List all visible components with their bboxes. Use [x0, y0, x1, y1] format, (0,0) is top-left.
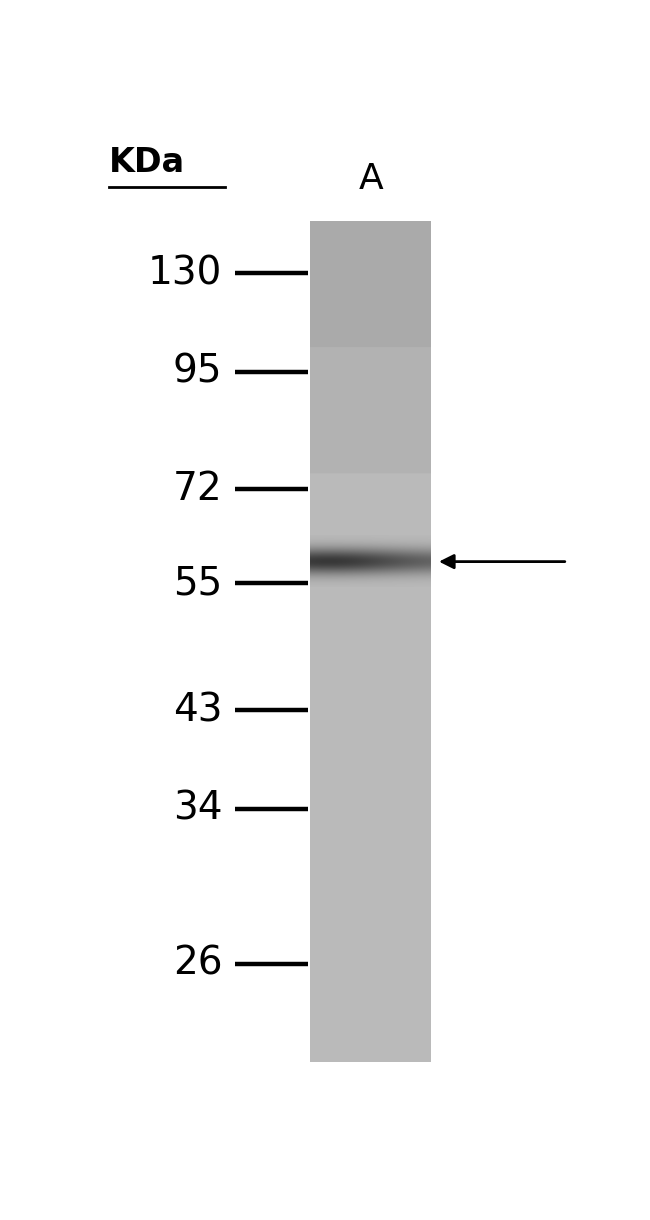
Text: 43: 43 — [173, 691, 222, 730]
Text: KDa: KDa — [109, 146, 185, 179]
Text: 95: 95 — [173, 353, 222, 390]
Text: 130: 130 — [148, 254, 222, 293]
Text: 55: 55 — [173, 564, 222, 603]
Text: 72: 72 — [173, 470, 222, 509]
Text: 26: 26 — [173, 944, 222, 982]
Text: A: A — [359, 162, 383, 196]
Text: 34: 34 — [173, 789, 222, 827]
